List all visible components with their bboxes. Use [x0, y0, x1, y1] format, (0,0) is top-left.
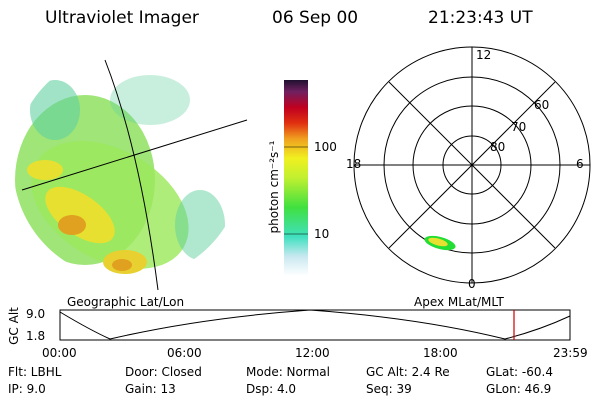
x-tick-2359: 23:59	[553, 346, 588, 360]
info-glat: GLat: -60.4	[486, 365, 553, 379]
auroral-oval	[424, 235, 456, 251]
altitude-tick-1-8: 1.8	[26, 329, 46, 343]
date-label: 06 Sep 00	[272, 8, 359, 28]
altitude-tick-9: 9.0	[26, 307, 46, 321]
info-ip: IP: 9.0	[8, 382, 46, 396]
info-glon: GLon: 46.9	[486, 382, 552, 396]
lat-label-80: 80	[490, 140, 506, 154]
colorbar-label: photon cm⁻²s⁻¹	[267, 140, 281, 234]
colorbar-tick-10: 10	[314, 227, 330, 241]
colorbar	[284, 80, 308, 276]
info-flt: Flt: LBHL	[8, 365, 62, 379]
x-tick-1800: 18:00	[423, 346, 458, 360]
mlt-label-6: 6	[576, 157, 584, 171]
altitude-axis-label: GC Alt	[7, 307, 21, 345]
geo-caption: Geographic Lat/Lon	[67, 295, 185, 309]
info-door: Door: Closed	[125, 365, 202, 379]
app-title: Ultraviolet Imager	[45, 8, 199, 28]
info-seq: Seq: 39	[366, 382, 412, 396]
lat-label-70: 70	[511, 120, 527, 134]
info-mode: Mode: Normal	[246, 365, 330, 379]
info-gc-alt: GC Alt: 2.4 Re	[366, 365, 450, 379]
apex-caption: Apex MLat/MLT	[414, 295, 504, 309]
aurora-emission	[15, 75, 225, 274]
info-dsp: Dsp: 4.0	[246, 382, 297, 396]
mlt-label-0: 0	[468, 277, 476, 291]
x-tick-1200: 12:00	[295, 346, 330, 360]
time-label: 21:23:43 UT	[428, 8, 533, 28]
mlt-label-18: 18	[346, 157, 362, 171]
x-tick-0000: 00:00	[42, 346, 77, 360]
colorbar-tick-100: 100	[314, 140, 337, 154]
x-tick-0600: 06:00	[167, 346, 202, 360]
lat-label-60: 60	[534, 98, 550, 112]
mlt-label-12: 12	[476, 48, 492, 62]
info-gain: Gain: 13	[125, 382, 176, 396]
